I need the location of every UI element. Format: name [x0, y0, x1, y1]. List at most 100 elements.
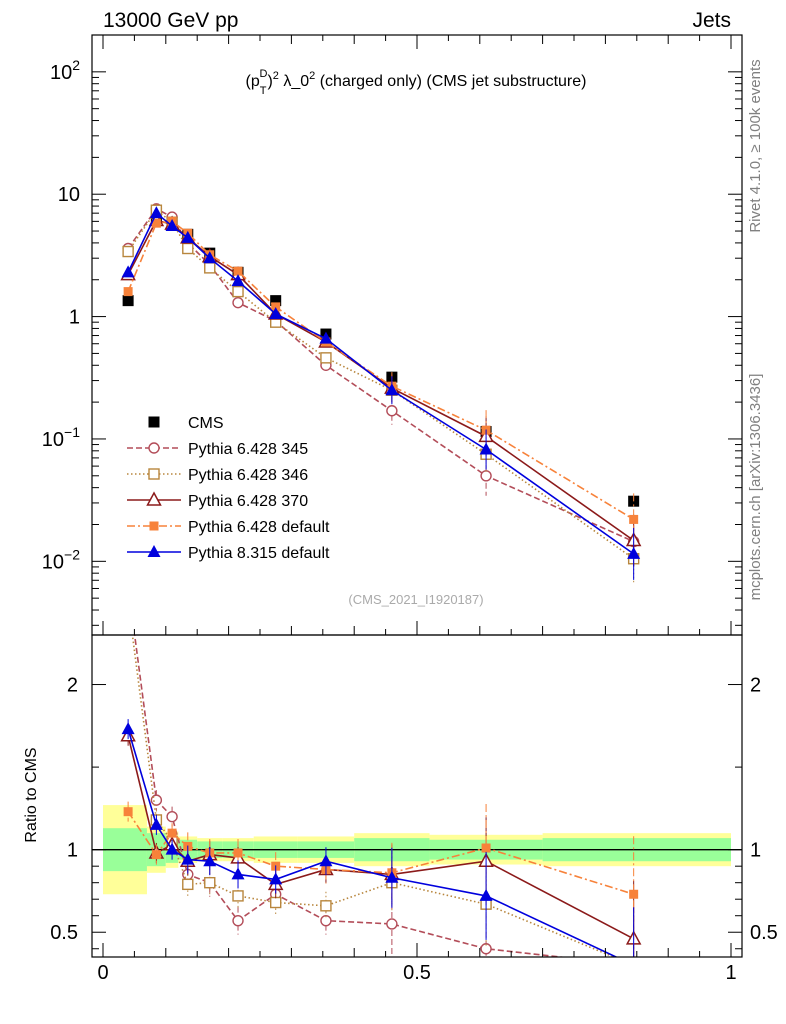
- legend-label: CMS: [188, 415, 224, 432]
- ratio-point: [231, 867, 245, 880]
- data-point: [181, 230, 195, 243]
- ratio-line: [133, 635, 568, 957]
- legend-label: Pythia 6.428 370: [188, 493, 308, 510]
- data-point: [232, 296, 244, 309]
- ratio-point: [386, 918, 398, 930]
- legend-marker: [147, 545, 161, 557]
- y-tick-label: 10−1: [42, 424, 80, 451]
- data-point: [121, 265, 135, 278]
- legend-marker: [148, 468, 160, 480]
- data-point: [386, 405, 398, 417]
- ratio-y-tick-label-right: 1: [750, 840, 761, 862]
- ratio-point: [181, 852, 195, 865]
- ratio-point: [166, 810, 178, 823]
- legend-entry-p6_346: Pythia 6.428 346: [127, 467, 308, 484]
- title-rest: (charged only) (CMS jet substructure): [315, 73, 586, 90]
- legend-entry-p6_default: Pythia 6.428 default: [127, 519, 330, 536]
- main-series-layer: [120, 203, 642, 585]
- ratio-y-tick-label: 1: [67, 840, 78, 862]
- legend-marker: [148, 442, 160, 454]
- x-tick-label: 0.5: [403, 962, 431, 984]
- ratio-y-tick-label: 2: [67, 675, 78, 697]
- side-label-lower: mcplots.cern.ch [arXiv:1306.3436]: [747, 374, 764, 601]
- data-point: [479, 442, 493, 455]
- data-point: [149, 206, 163, 219]
- legend: CMS Pythia 6.428 345 Pythia 6.428 346 Pythi…: [127, 415, 330, 562]
- ratio-y-tick-label-right: 2: [750, 675, 761, 697]
- ratio-point: [121, 722, 135, 735]
- data-point: [231, 274, 245, 287]
- ratio-point: [385, 870, 399, 883]
- title-sub-t: T: [260, 85, 267, 97]
- ratio-series-clipped: [120, 635, 642, 957]
- ratio-panel: 2 2 1 1 0.5 0.5 0 0.5 1 Ratio to CMS: [23, 634, 778, 984]
- ratio-point: [165, 842, 179, 855]
- legend-marker: [146, 491, 162, 506]
- x-tick-label: 0: [97, 962, 108, 984]
- legend-marker: [148, 416, 160, 428]
- legend-entry-p8_default: Pythia 8.315 default: [127, 545, 330, 562]
- data-point: [151, 218, 161, 228]
- data-point: [320, 352, 332, 364]
- data-point: [165, 218, 179, 231]
- y-tick-label: 10: [58, 184, 80, 206]
- ratio-point: [233, 848, 243, 858]
- data-point: [233, 266, 243, 276]
- legend-label: Pythia 8.315 default: [188, 545, 330, 562]
- ratio-y-tick-label: 0.5: [50, 922, 78, 944]
- series-p6_345: [122, 203, 640, 568]
- ratio-point: [480, 943, 492, 955]
- ratio-point: [479, 888, 493, 901]
- ratio-point: [204, 876, 216, 889]
- title-lambda: λ_0: [279, 73, 309, 90]
- series-cms: [122, 214, 640, 507]
- data-point: [122, 295, 134, 307]
- series-p8_default: [121, 206, 641, 580]
- series-p6_370: [120, 211, 642, 567]
- title-sup-2a: 2: [273, 70, 279, 82]
- title-p: (p: [246, 73, 260, 90]
- main-axis-ticks: 102 10 1 10−1 10−2: [42, 34, 742, 635]
- y-tick-label: 10−2: [42, 546, 80, 573]
- header-right: Jets: [692, 9, 731, 32]
- ratio-point: [232, 890, 244, 902]
- x-tick-label: 1: [725, 962, 736, 984]
- ratio-point: [629, 889, 639, 899]
- ratio-y-tick-label-right: 0.5: [750, 922, 778, 944]
- ratio-point: [320, 900, 332, 912]
- ratio-ylabel: Ratio to CMS: [23, 747, 40, 842]
- ratio-point: [151, 850, 161, 860]
- data-point: [480, 470, 492, 482]
- y-tick-label: 102: [50, 57, 80, 84]
- title-sup-2b: 2: [309, 70, 315, 82]
- title-sup-d: D: [259, 68, 267, 80]
- ratio-series-p6_default: [123, 801, 639, 953]
- legend-entry-p6_345: Pythia 6.428 345: [127, 441, 308, 458]
- ratio-series-p6_346: [131, 635, 635, 957]
- ratio-point: [320, 914, 332, 927]
- data-point: [319, 331, 333, 344]
- ratio-axis-ticks: 2 2 1 1 0.5 0.5 0 0.5 1: [50, 675, 778, 984]
- ratio-point: [232, 914, 244, 927]
- data-point: [123, 287, 133, 297]
- data-point: [232, 285, 244, 298]
- series-line: [127, 209, 635, 560]
- legend-label: Pythia 6.428 345: [188, 441, 308, 458]
- ratio-frame: [91, 634, 743, 958]
- data-point: [182, 242, 194, 255]
- ratio-line: [131, 635, 616, 957]
- y-tick-label: 1: [69, 307, 80, 329]
- ratio-point: [203, 854, 217, 867]
- data-point: [629, 514, 639, 524]
- ratio-point: [149, 817, 163, 830]
- ratio-point: [269, 872, 283, 885]
- ratio-point: [319, 854, 333, 867]
- ratio-point: [270, 896, 282, 909]
- title-close: ): [267, 73, 272, 90]
- header-left: 13000 GeV pp: [103, 9, 238, 32]
- legend-entry-p6_370: Pythia 6.428 370: [127, 491, 308, 510]
- main-title: (pTD)2 λ_02 (charged only) (CMS jet subs…: [246, 68, 587, 97]
- ratio-point: [167, 828, 177, 838]
